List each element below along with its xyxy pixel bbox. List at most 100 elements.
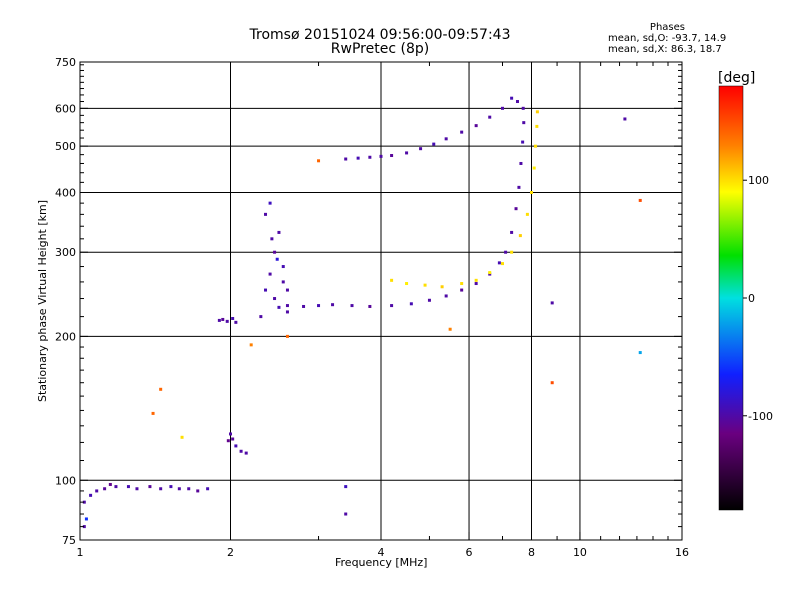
- data-point: [281, 265, 285, 269]
- data-point: [519, 161, 523, 165]
- data-point: [225, 319, 229, 323]
- data-point: [488, 272, 492, 276]
- data-point: [501, 106, 505, 110]
- chart-subtitle: RwPretec (8p): [330, 41, 430, 57]
- data-point: [532, 166, 536, 170]
- data-point: [488, 271, 492, 275]
- x-axis-label: Frequency [MHz]: [335, 556, 428, 569]
- data-point: [638, 198, 642, 202]
- data-point: [488, 115, 492, 119]
- data-point: [448, 327, 452, 331]
- data-point: [317, 159, 321, 163]
- data-point: [534, 144, 538, 148]
- x-tick-label: 1: [77, 546, 84, 559]
- data-point: [126, 485, 130, 489]
- data-point: [474, 278, 478, 282]
- data-point: [285, 288, 289, 292]
- data-point: [460, 288, 464, 292]
- data-point: [444, 137, 448, 141]
- chart-title: Tromsø 20151024 09:56:00-09:57:43: [249, 27, 511, 43]
- data-point: [522, 121, 526, 125]
- data-point: [82, 500, 86, 504]
- data-point: [474, 282, 478, 286]
- data-point: [259, 315, 263, 319]
- data-point: [159, 387, 163, 391]
- data-point: [285, 310, 289, 314]
- data-point: [148, 485, 152, 489]
- data-point: [521, 140, 525, 144]
- data-point: [135, 487, 139, 491]
- data-point: [217, 318, 221, 322]
- data-point: [277, 230, 281, 234]
- phases-x-stats: mean, sd,X: 86.3, 18.7: [608, 44, 722, 55]
- data-point: [270, 237, 274, 241]
- data-point: [409, 302, 413, 306]
- data-point: [390, 278, 394, 282]
- data-point: [550, 381, 554, 385]
- colorbar-ticks: 100 0 -100: [743, 174, 773, 423]
- data-point: [504, 250, 508, 254]
- data-point: [108, 482, 112, 486]
- data-point: [159, 487, 163, 491]
- data-point: [427, 298, 431, 302]
- data-point: [510, 230, 514, 234]
- colorbar: [718, 85, 744, 511]
- y-tick-label: 300: [55, 246, 76, 259]
- data-point: [231, 437, 235, 441]
- data-point: [514, 207, 518, 211]
- data-point: [239, 449, 243, 453]
- data-point: [474, 124, 478, 128]
- x-tick-label: 8: [528, 546, 535, 559]
- colorbar-tick-label: -100: [748, 410, 773, 423]
- data-point: [226, 439, 230, 443]
- data-point: [497, 261, 501, 265]
- data-point: [196, 489, 200, 493]
- data-point: [285, 334, 289, 338]
- y-tick-label: 600: [55, 102, 76, 115]
- data-point: [444, 294, 448, 298]
- data-point: [221, 317, 225, 321]
- data-point: [344, 157, 348, 161]
- data-point: [510, 96, 514, 100]
- axis-layer: 1 2 4 6 8 10 16 75 100 200 300 400 500 600 750: [55, 56, 689, 559]
- grid-layer: [80, 62, 682, 540]
- data-point: [244, 451, 248, 455]
- data-point: [273, 250, 277, 254]
- data-point: [550, 301, 554, 305]
- data-point: [368, 155, 372, 159]
- data-point: [249, 343, 253, 347]
- data-point: [234, 444, 238, 448]
- data-point: [82, 525, 86, 529]
- data-point: [379, 154, 383, 158]
- data-point: [638, 351, 642, 355]
- data-point: [169, 485, 173, 489]
- data-point: [114, 485, 118, 489]
- data-point: [525, 212, 529, 216]
- colorbar-label: [deg]: [718, 70, 756, 86]
- data-point: [390, 304, 394, 308]
- data-point: [231, 316, 235, 320]
- y-tick-label: 200: [55, 330, 76, 343]
- data-point: [460, 282, 464, 286]
- x-tick-label: 2: [227, 546, 234, 559]
- data-point: [103, 487, 107, 491]
- data-point: [89, 493, 93, 497]
- data-point: [264, 212, 268, 216]
- data-point: [405, 151, 409, 155]
- data-point: [302, 304, 306, 308]
- data-point: [535, 124, 539, 128]
- y-tick-label: 750: [55, 56, 76, 69]
- data-point: [229, 432, 232, 436]
- x-tick-label: 10: [573, 546, 587, 559]
- data-point: [390, 154, 394, 158]
- data-point: [317, 304, 321, 308]
- data-point: [187, 487, 191, 491]
- x-tick-label: 4: [378, 546, 385, 559]
- data-point: [331, 303, 335, 307]
- data-point: [535, 110, 539, 114]
- data-point: [95, 489, 99, 493]
- data-point: [368, 304, 372, 308]
- data-point: [268, 272, 272, 276]
